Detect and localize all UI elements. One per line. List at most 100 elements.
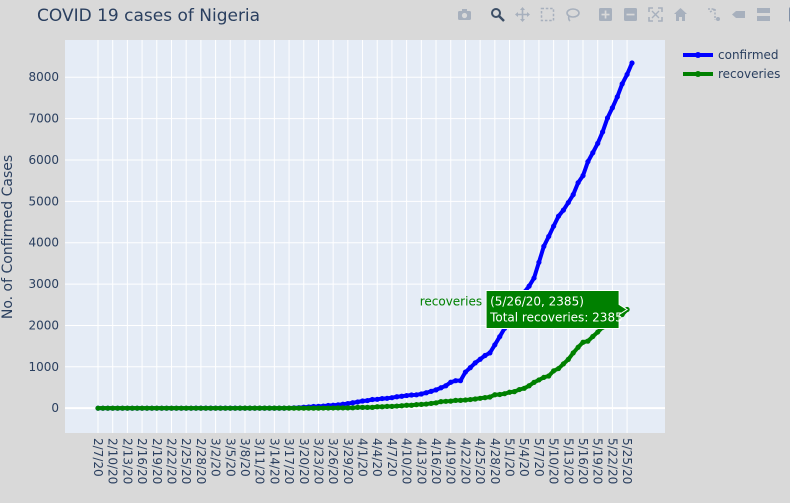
recoveries-point[interactable] xyxy=(247,405,253,411)
confirmed-point[interactable] xyxy=(433,387,439,393)
recoveries-point[interactable] xyxy=(173,405,179,411)
recoveries-point[interactable] xyxy=(129,405,135,411)
recoveries-point[interactable] xyxy=(580,339,586,345)
recoveries-point[interactable] xyxy=(511,389,518,395)
confirmed-point[interactable] xyxy=(595,140,601,146)
confirmed-point[interactable] xyxy=(438,385,444,391)
recoveries-point[interactable] xyxy=(492,392,498,398)
camera-button[interactable] xyxy=(452,4,477,24)
recoveries-point[interactable] xyxy=(384,403,390,409)
recoveries-point[interactable] xyxy=(404,402,410,408)
recoveries-point[interactable] xyxy=(453,397,459,403)
confirmed-point[interactable] xyxy=(404,392,410,399)
recoveries-point[interactable] xyxy=(335,405,341,411)
recoveries-point[interactable] xyxy=(433,400,439,406)
confirmed-point[interactable] xyxy=(413,392,420,398)
recoveries-point[interactable] xyxy=(521,385,527,391)
recoveries-point[interactable] xyxy=(188,405,194,411)
recoveries-point[interactable] xyxy=(551,368,557,374)
recoveries-point[interactable] xyxy=(232,405,238,411)
confirmed-point[interactable] xyxy=(546,233,552,240)
recoveries-point[interactable] xyxy=(369,404,375,410)
zoom-button[interactable] xyxy=(485,4,510,24)
recoveries-point[interactable] xyxy=(212,405,219,411)
recoveries-point[interactable] xyxy=(217,405,224,411)
recoveries-point[interactable] xyxy=(208,405,214,411)
confirmed-point[interactable] xyxy=(609,105,616,111)
recoveries-point[interactable] xyxy=(306,405,312,411)
recoveries-point[interactable] xyxy=(472,396,478,402)
recoveries-point[interactable] xyxy=(394,403,400,409)
recoveries-point[interactable] xyxy=(286,405,292,411)
confirmed-point[interactable] xyxy=(399,393,405,399)
confirmed-point[interactable] xyxy=(457,378,464,384)
recoveries-point[interactable] xyxy=(502,391,508,397)
recoveries-point[interactable] xyxy=(237,405,243,411)
recoveries-point[interactable] xyxy=(281,405,287,411)
confirmed-point[interactable] xyxy=(492,342,498,348)
recoveries-point[interactable] xyxy=(531,379,537,385)
recoveries-point[interactable] xyxy=(315,405,322,411)
autoscale-button[interactable] xyxy=(643,4,668,24)
confirmed-point[interactable] xyxy=(614,94,620,100)
recoveries-point[interactable] xyxy=(374,404,380,410)
recoveries-point[interactable] xyxy=(359,404,366,410)
recoveries-point[interactable] xyxy=(423,401,429,407)
recoveries-point[interactable] xyxy=(536,377,542,383)
recoveries-point[interactable] xyxy=(585,338,591,344)
confirmed-point[interactable] xyxy=(359,398,366,404)
confirmed-point[interactable] xyxy=(345,400,351,407)
recoveries-point[interactable] xyxy=(345,405,351,411)
confirmed-point[interactable] xyxy=(541,243,547,249)
recoveries-point[interactable] xyxy=(575,344,581,350)
recoveries-point[interactable] xyxy=(266,405,273,411)
confirmed-point[interactable] xyxy=(551,223,557,229)
recoveries-point[interactable] xyxy=(105,405,111,411)
lasso-select-button[interactable] xyxy=(560,4,585,24)
recoveries-point[interactable] xyxy=(526,383,532,389)
recoveries-point[interactable] xyxy=(428,400,434,407)
recoveries-point[interactable] xyxy=(124,405,130,411)
plot-area[interactable] xyxy=(65,40,665,433)
recoveries-point[interactable] xyxy=(301,405,307,411)
recoveries-point[interactable] xyxy=(119,405,126,411)
confirmed-point[interactable] xyxy=(462,369,469,375)
confirmed-point[interactable] xyxy=(482,352,488,359)
recoveries-point[interactable] xyxy=(506,389,513,395)
confirmed-point[interactable] xyxy=(570,192,576,198)
recoveries-point[interactable] xyxy=(541,374,547,380)
recoveries-point[interactable] xyxy=(487,394,493,400)
recoveries-point[interactable] xyxy=(570,350,576,356)
recoveries-point[interactable] xyxy=(257,405,263,411)
confirmed-point[interactable] xyxy=(624,71,630,78)
recoveries-point[interactable] xyxy=(261,405,268,411)
confirmed-point[interactable] xyxy=(428,388,434,394)
confirmed-point[interactable] xyxy=(350,400,356,406)
confirmed-point[interactable] xyxy=(467,365,473,371)
confirmed-point[interactable] xyxy=(585,159,591,165)
recoveries-point[interactable] xyxy=(443,398,449,404)
confirmed-point[interactable] xyxy=(590,150,596,156)
confirmed-point[interactable] xyxy=(565,199,571,206)
confirmed-point[interactable] xyxy=(531,275,537,281)
zoom-in-button[interactable] xyxy=(593,4,618,24)
recoveries-point[interactable] xyxy=(134,405,140,411)
confirmed-point[interactable] xyxy=(379,395,385,402)
spike-lines-button[interactable] xyxy=(701,4,726,24)
recoveries-point[interactable] xyxy=(408,402,415,408)
legend[interactable]: confirmed recoveries xyxy=(683,48,780,81)
recoveries-point[interactable] xyxy=(325,405,331,411)
recoveries-point[interactable] xyxy=(252,405,258,411)
recoveries-point[interactable] xyxy=(291,405,297,411)
confirmed-point[interactable] xyxy=(560,207,567,213)
confirmed-point[interactable] xyxy=(355,399,361,405)
confirmed-point[interactable] xyxy=(389,395,395,401)
recoveries-point[interactable] xyxy=(271,405,277,411)
confirmed-point[interactable] xyxy=(384,395,390,401)
recoveries-point[interactable] xyxy=(330,405,336,411)
recoveries-point[interactable] xyxy=(462,397,469,403)
confirmed-point[interactable] xyxy=(575,180,581,186)
confirmed-point[interactable] xyxy=(423,390,429,396)
confirmed-point[interactable] xyxy=(487,350,493,356)
recoveries-point[interactable] xyxy=(198,405,204,411)
